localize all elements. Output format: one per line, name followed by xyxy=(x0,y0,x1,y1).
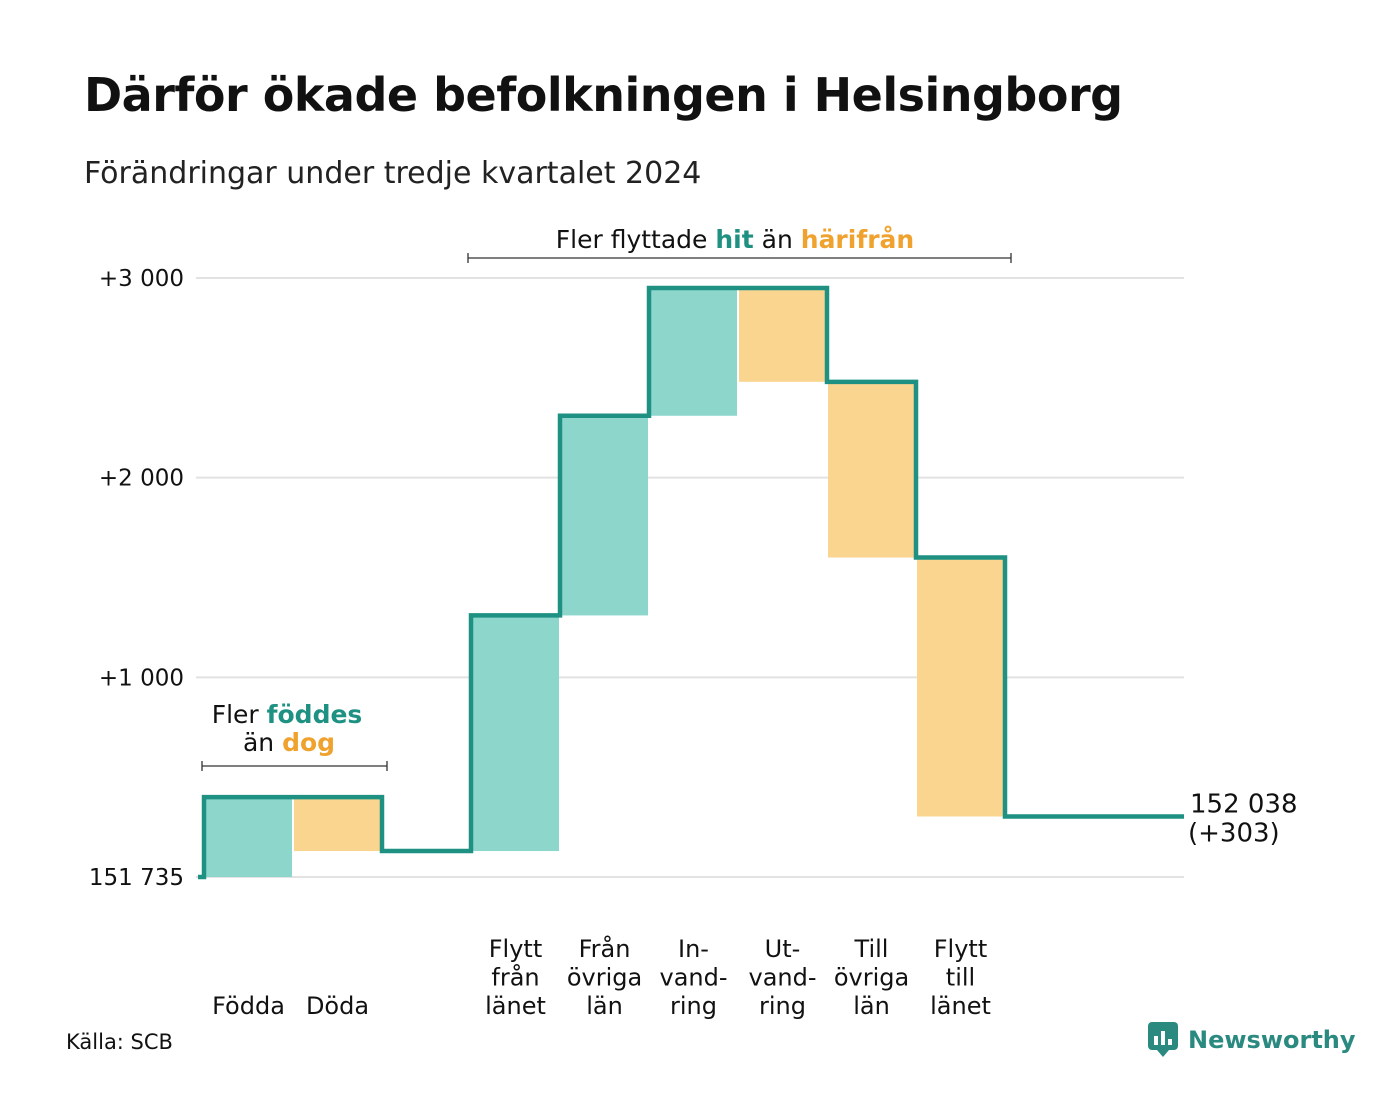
category-label: Döda xyxy=(306,992,369,1020)
increase-bar xyxy=(561,415,648,616)
decrease-bar xyxy=(294,797,381,852)
category-label: ring xyxy=(759,992,806,1020)
category-label: Flytt xyxy=(489,935,543,963)
category-label: Flytt xyxy=(934,935,988,963)
increase-bar xyxy=(650,287,737,416)
category-label: län xyxy=(853,992,890,1020)
increase-bar xyxy=(205,797,292,877)
chart-title: Därför ökade befolkningen i Helsingborg xyxy=(84,68,1123,122)
brand-name: Newsworthy xyxy=(1188,1026,1356,1054)
population-step-line xyxy=(198,285,1184,880)
end-change-label: (+303) xyxy=(1188,819,1280,849)
category-label: vand- xyxy=(659,964,727,992)
y-tick-label: +3 000 xyxy=(99,266,184,292)
decrease-bar xyxy=(739,287,826,382)
brand-logo: Newsworthy xyxy=(1148,1022,1356,1058)
decrease-bar xyxy=(917,557,1004,817)
category-label: län xyxy=(586,992,623,1020)
category-label: övriga xyxy=(834,964,909,992)
source-note: Källa: SCB xyxy=(66,1030,173,1054)
category-label: övriga xyxy=(567,964,642,992)
category-label: Från xyxy=(579,934,631,963)
chart-subtitle: Förändringar under tredje kvartalet 2024 xyxy=(84,156,702,191)
y-tick-label: +2 000 xyxy=(99,466,184,492)
newsworthy-logo-icon xyxy=(1148,1022,1178,1057)
births-annotation-line1: Fler föddes xyxy=(212,700,363,729)
migration-annotation: Fler flyttade hit än härifrån xyxy=(556,225,914,254)
category-label: vand- xyxy=(748,964,816,992)
decrease-bar xyxy=(828,381,915,558)
category-label: Ut- xyxy=(765,935,801,963)
category-label: från xyxy=(491,963,539,992)
category-label: ring xyxy=(670,992,717,1020)
category-label: länet xyxy=(485,992,546,1020)
end-value-label: 152 038 xyxy=(1190,790,1298,820)
category-label: till xyxy=(946,964,975,992)
category-label: In- xyxy=(678,935,709,963)
y-tick-label: 151 735 xyxy=(89,865,184,891)
category-label: Födda xyxy=(212,992,285,1020)
increase-bar xyxy=(472,615,559,852)
category-label: Till xyxy=(854,935,889,963)
category-label: länet xyxy=(930,992,991,1020)
y-tick-label: +1 000 xyxy=(99,665,184,691)
births-annotation-line2: än dog xyxy=(243,728,335,757)
